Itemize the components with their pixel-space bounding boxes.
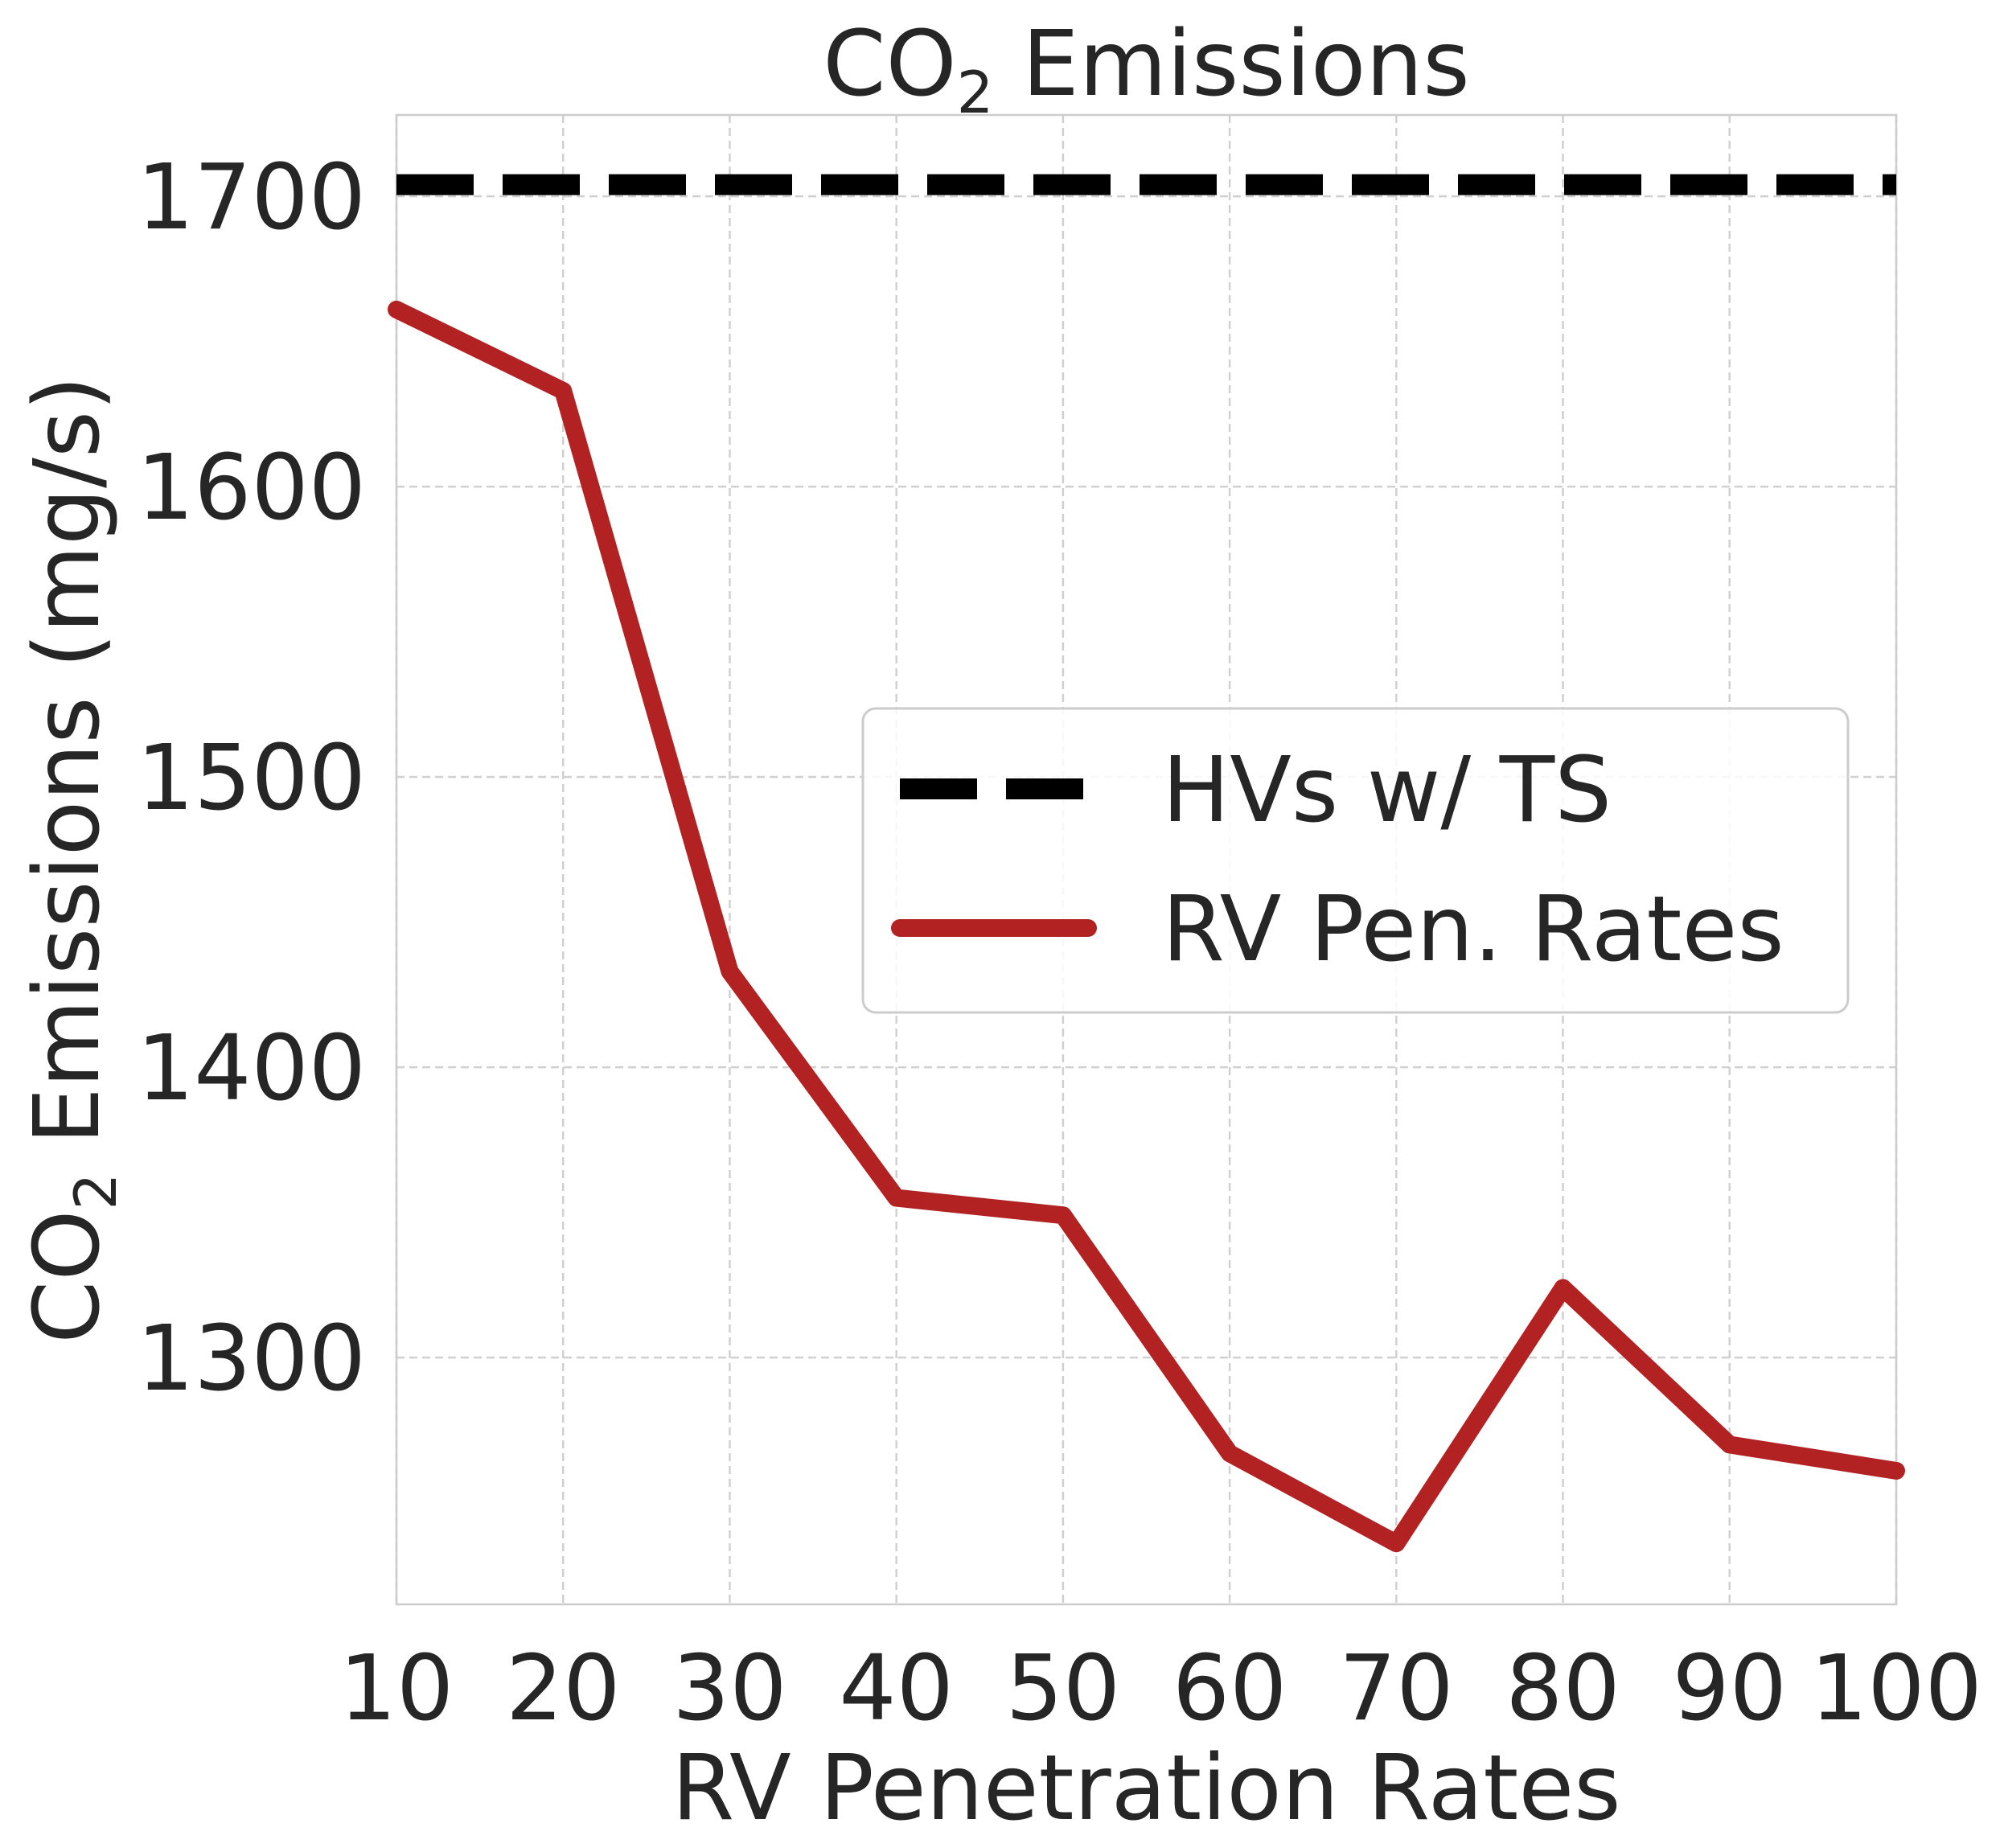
x-tick-label-100: 100 xyxy=(1810,1637,1982,1741)
chart-title: CO2 Emissions xyxy=(823,12,1469,126)
x-tick-label-20: 20 xyxy=(506,1637,621,1741)
y-tick-label-1600: 1600 xyxy=(137,436,366,540)
legend-box xyxy=(861,707,1850,1014)
x-tick-label-50: 50 xyxy=(1006,1637,1121,1741)
y-axis-title-rest: Emissions (mg/s) xyxy=(15,376,120,1173)
x-tick-label-70: 70 xyxy=(1339,1637,1454,1741)
series-line-rv-pen-rates xyxy=(388,300,1905,1553)
y-axis-title: CO2 Emissions (mg/s) xyxy=(15,376,129,1344)
x-tick-label-80: 80 xyxy=(1505,1637,1620,1741)
legend-label-rv-pen-rates: RV Pen. Rates xyxy=(1162,877,1784,982)
y-tick-label-1500: 1500 xyxy=(137,726,366,831)
series-layer xyxy=(388,174,1905,1553)
chart-title-main: CO xyxy=(823,12,956,117)
x-tick-labels: 10 20 30 40 50 60 70 80 90 100 xyxy=(339,1637,1982,1741)
y-axis-title-main: CO xyxy=(15,1210,120,1344)
chart-title-subscript: 2 xyxy=(957,59,994,126)
x-tick-label-10: 10 xyxy=(339,1637,454,1741)
y-tick-label-1400: 1400 xyxy=(137,1016,366,1121)
y-tick-label-1700: 1700 xyxy=(137,146,366,250)
x-tick-label-90: 90 xyxy=(1673,1637,1788,1741)
plot-frame xyxy=(395,113,1898,1606)
legend-label-hvs-ts: HVs w/ TS xyxy=(1162,738,1612,843)
y-tick-labels: 1300 1400 1500 1600 1700 xyxy=(137,146,366,1411)
chart-title-rest: Emissions xyxy=(993,12,1469,117)
y-axis-title-subscript: 2 xyxy=(62,1173,129,1210)
x-tick-label-60: 60 xyxy=(1172,1637,1287,1741)
x-axis-title: RV Penetration Rates xyxy=(671,1736,1620,1841)
x-tick-label-30: 30 xyxy=(672,1637,787,1741)
x-tick-label-40: 40 xyxy=(839,1637,954,1741)
y-tick-label-1300: 1300 xyxy=(137,1307,366,1411)
legend: HVs w/ TS RV Pen. Rates xyxy=(861,707,1850,1014)
